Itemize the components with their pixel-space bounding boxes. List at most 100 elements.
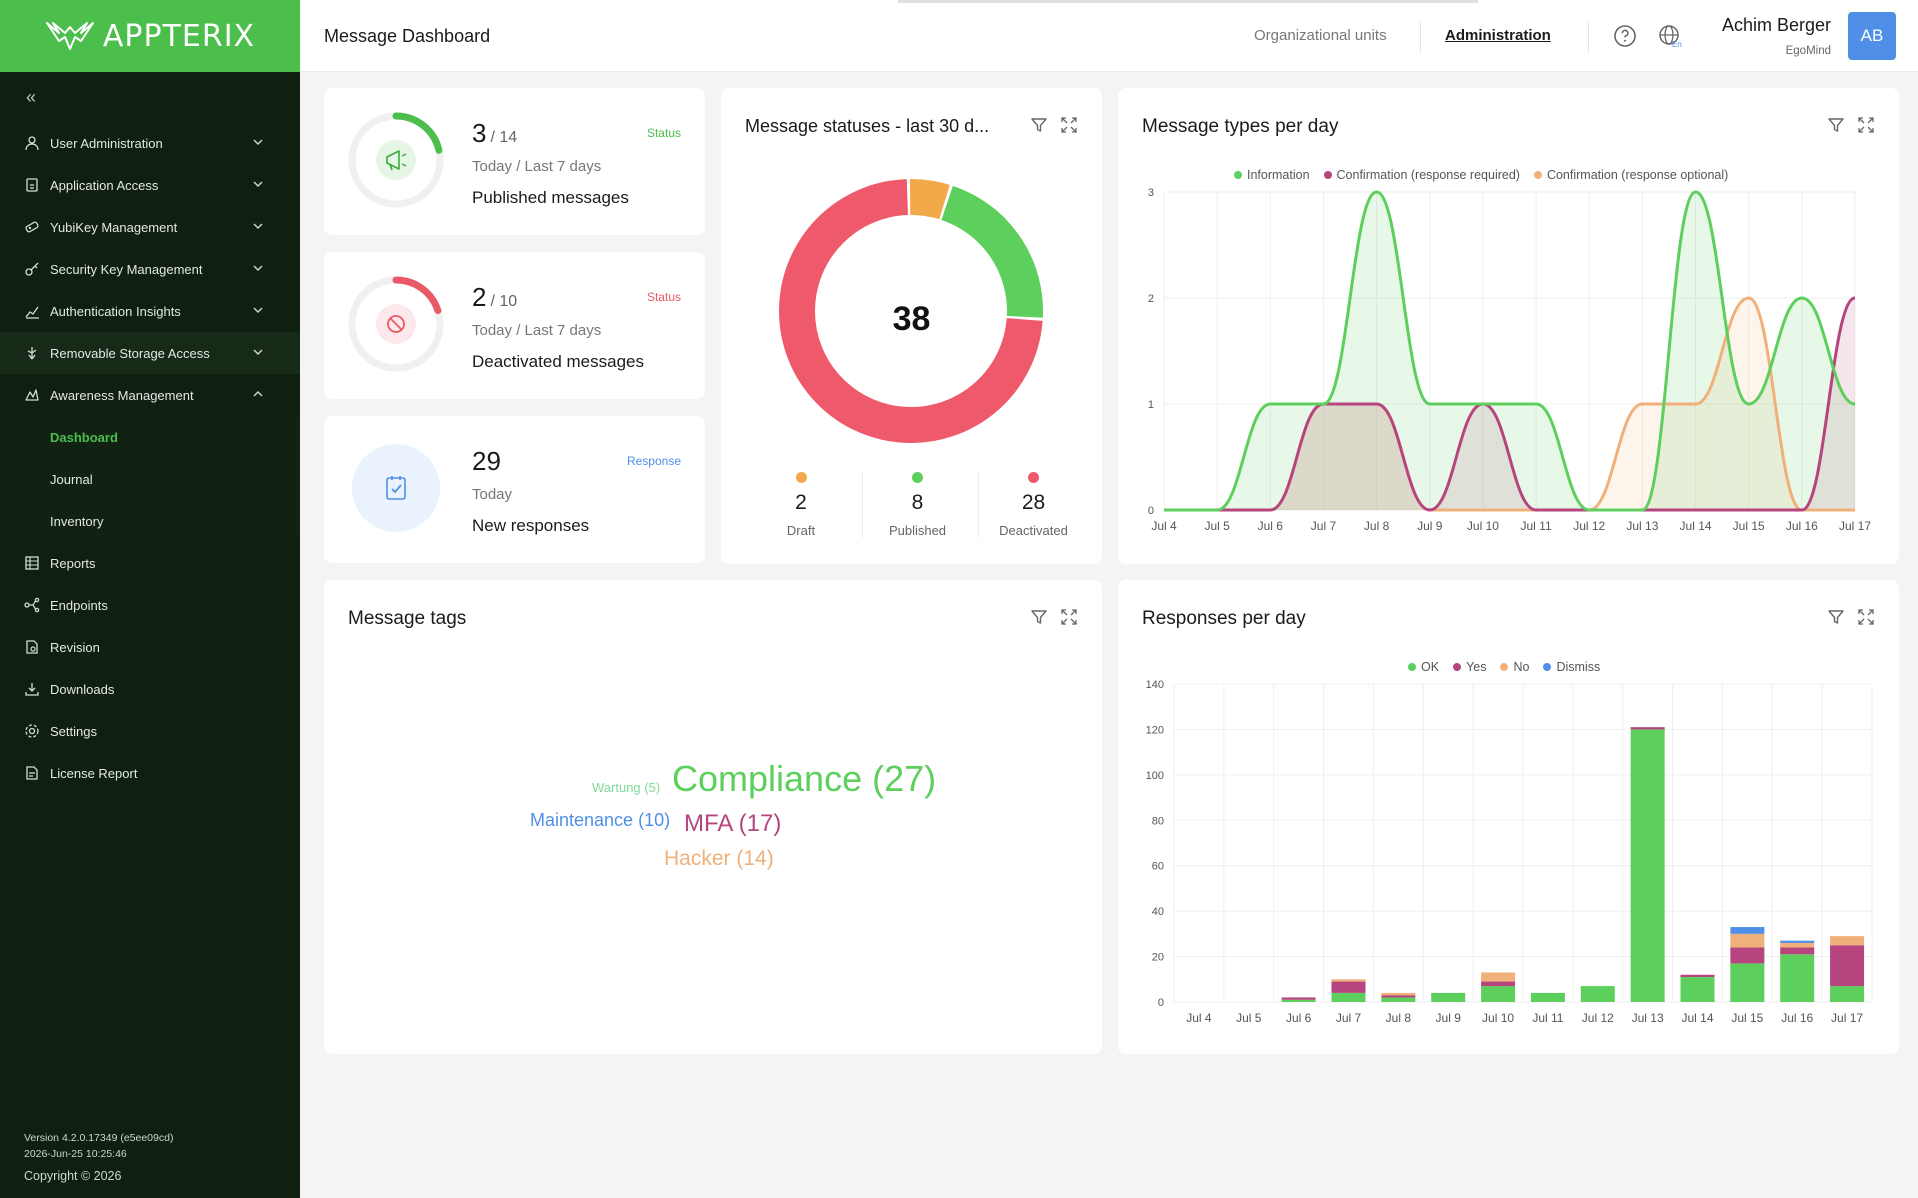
sidebar-item-yubikey-management[interactable]: YubiKey Management [0,206,300,248]
user-org: EgoMind [1785,45,1831,57]
sidebar-item-license-report[interactable]: License Report [0,752,300,794]
sidebar-item-label: YubiKey Management [50,219,178,235]
tag-word[interactable]: Compliance (27) [672,758,937,799]
x-tick-label: Jul 14 [1680,519,1712,533]
bar-segment[interactable] [1530,992,1565,1002]
bar-segment[interactable] [1481,986,1516,1002]
bar-segment[interactable] [1481,972,1516,982]
x-tick-label: Jul 15 [1731,1011,1763,1025]
sidebar-item-endpoints[interactable]: Endpoints [0,584,300,626]
series-line[interactable] [1163,296,1856,512]
help-icon[interactable] [1613,24,1637,48]
filter-icon[interactable] [1030,608,1048,626]
legend-dot [795,472,807,483]
sidebar-item-application-access[interactable]: Application Access [0,164,300,206]
x-tick-label: Jul 5 [1236,1011,1262,1025]
status-label: Deactivated [999,523,1068,538]
tag-word[interactable]: Maintenance (10) [530,810,671,830]
legend-item[interactable]: Yes [1453,660,1486,674]
bar-segment[interactable] [1730,963,1765,1002]
user-name[interactable]: Achim Berger [1721,15,1831,35]
sidebar-item-label: Inventory [50,513,104,529]
sidebar-item-dashboard[interactable]: Dashboard [0,416,300,458]
legend-item[interactable]: No [1500,660,1529,674]
bar-segment[interactable] [1331,981,1366,993]
sidebar-item-removable-storage-access[interactable]: Removable Storage Access [0,332,300,374]
bar-segment[interactable] [1481,981,1516,987]
administration-link[interactable]: Administration [1445,27,1551,44]
sidebar-item-awareness-management[interactable]: Awareness Management [0,374,300,416]
tag-word[interactable]: MFA (17) [684,810,782,837]
brand-name: APPTERIX [102,18,256,54]
sidebar-item-journal[interactable]: Journal [0,458,300,500]
series-line[interactable] [1163,190,1856,512]
legend-item[interactable]: Confirmation (response optional) [1533,168,1728,182]
bar-segment[interactable] [1780,954,1815,1002]
sidebar-item-label: Reports [50,555,96,571]
bar-segment[interactable] [1281,999,1316,1002]
avatar[interactable]: AB [1848,12,1896,60]
sidebar-item-revision[interactable]: Revision [0,626,300,668]
bar-segment[interactable] [1381,992,1416,996]
legend-item[interactable]: Information [1234,168,1310,182]
kpi-card[interactable]: 3/ 14 Status Today / Last 7 days Publish… [324,88,705,235]
sidebar-item-label: Awareness Management [50,387,194,403]
bar-segment[interactable] [1580,986,1615,1002]
bar-segment[interactable] [1381,997,1416,1002]
bar-segment[interactable] [1780,940,1815,943]
bar-segment[interactable] [1830,986,1865,1002]
legend-item[interactable]: OK [1408,660,1439,674]
donut-slice-published[interactable] [940,185,1043,318]
fullscreen-icon[interactable] [1060,608,1078,626]
tag-word[interactable]: Hacker (14) [664,847,774,870]
key-icon [24,261,40,277]
sidebar-item-downloads[interactable]: Downloads [0,668,300,710]
filter-icon[interactable] [1827,116,1845,134]
sidebar-item-label: Downloads [50,681,115,697]
bar-segment[interactable] [1830,936,1865,946]
bar-segment[interactable] [1730,933,1765,948]
sidebar-item-inventory[interactable]: Inventory [0,500,300,542]
fullscreen-icon[interactable] [1857,116,1875,134]
sidebar-item-security-key-management[interactable]: Security Key Management [0,248,300,290]
bar-segment[interactable] [1730,927,1765,934]
brand-logo[interactable]: APPTERIX [0,0,300,72]
legend-item[interactable]: Dismiss [1543,660,1600,674]
bar-segment[interactable] [1381,995,1416,998]
sidebar-item-user-administration[interactable]: User Administration [0,122,300,164]
tag-word[interactable]: Wartung (5) [592,780,661,795]
fullscreen-icon[interactable] [1060,116,1078,134]
sidebar-item-label: Removable Storage Access [50,345,210,361]
sidebar-item-authentication-insights[interactable]: Authentication Insights [0,290,300,332]
fullscreen-icon[interactable] [1857,608,1875,626]
legend-dot [1408,663,1416,671]
bar-segment[interactable] [1281,997,1316,1000]
chevron-down-icon [253,181,263,188]
status-stat-draft: 2 Draft [746,472,856,538]
kpi-card[interactable]: 29 Response Today New responses [324,416,705,563]
bar-segment[interactable] [1630,729,1665,1002]
donut-slice-deactivated[interactable] [779,179,1043,443]
bar-segment[interactable] [1780,947,1815,955]
bar-segment[interactable] [1730,947,1765,964]
bar-segment[interactable] [1431,992,1466,1002]
bar-segment[interactable] [1780,942,1815,948]
bar-segment[interactable] [1331,979,1366,982]
collapse-sidebar-button[interactable]: « [0,72,300,122]
bar-segment[interactable] [1680,974,1715,978]
sidebar-item-reports[interactable]: Reports [0,542,300,584]
legend-item[interactable]: Confirmation (response required) [1323,168,1520,182]
y-tick-label: 100 [1146,770,1164,782]
bar-segment[interactable] [1680,977,1715,1002]
bar-segment[interactable] [1830,945,1865,987]
filter-icon[interactable] [1827,608,1845,626]
kpi-card[interactable]: 2/ 10 Status Today / Last 7 days Deactiv… [324,252,705,399]
language-globe-icon[interactable]: En [1658,24,1682,48]
sidebar-item-settings[interactable]: Settings [0,710,300,752]
org-units-link[interactable]: Organizational units [1254,27,1387,44]
chevron-down-icon [253,223,263,230]
bar-segment[interactable] [1630,727,1665,730]
filter-icon[interactable] [1030,116,1048,134]
bar-segment[interactable] [1331,992,1366,1002]
donut-slice-draft[interactable] [909,179,950,220]
